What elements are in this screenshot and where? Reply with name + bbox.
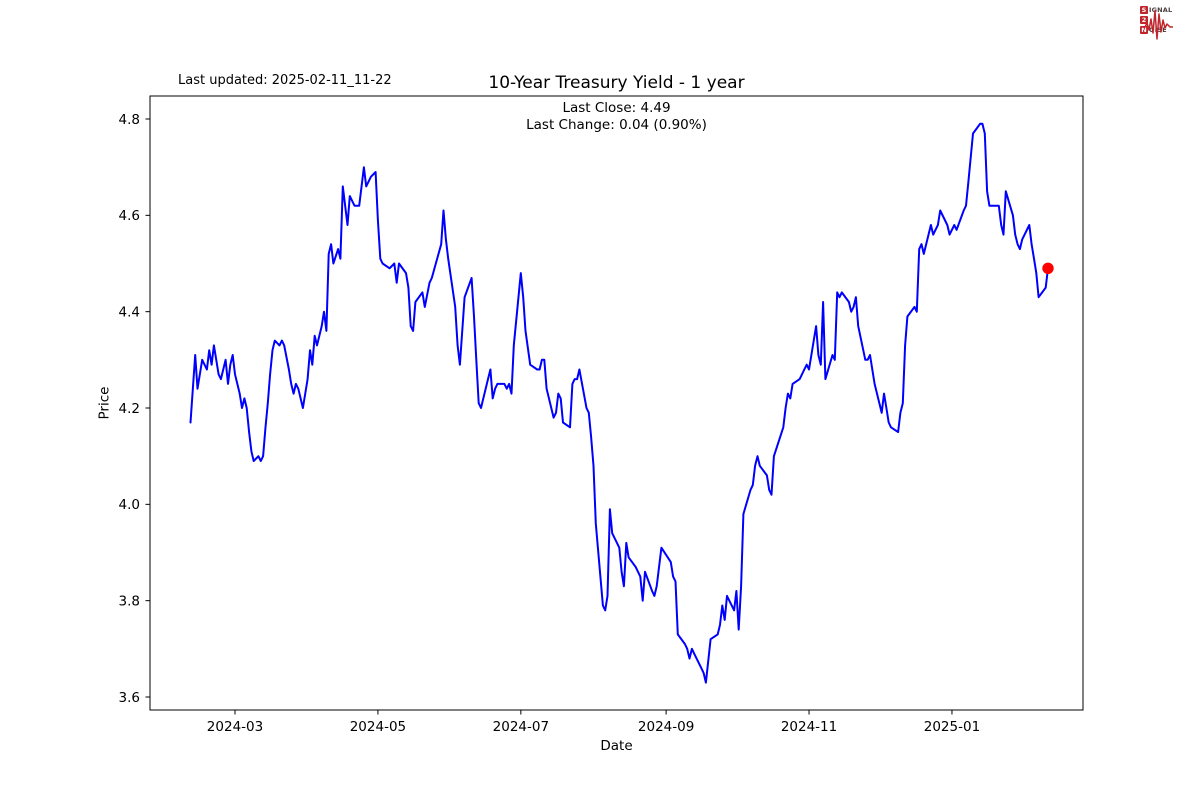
y-axis-title: Price (96, 386, 113, 420)
last-change-text: Last Change: 0.04 (0.90%) (526, 117, 707, 134)
logo-n-badge: N (1140, 25, 1148, 34)
logo-line-2: 2 (1140, 15, 1172, 24)
y-tick-label: 4.6 (119, 208, 140, 224)
y-tick-label: 4.0 (119, 497, 140, 513)
logo-2-badge: 2 (1140, 15, 1148, 24)
x-tick-label: 2024-05 (350, 719, 406, 735)
x-tick-label: 2024-03 (207, 719, 263, 735)
x-tick-label: 2024-11 (781, 719, 837, 735)
chart-subtitle: Last Close: 4.49 Last Change: 0.04 (0.90… (150, 100, 1083, 135)
y-tick-label: 4.4 (119, 304, 140, 320)
x-tick-label: 2024-09 (638, 719, 694, 735)
last-close-text: Last Close: 4.49 (562, 100, 671, 116)
x-tick-label: 2024-07 (493, 719, 549, 735)
y-tick-label: 4.2 (119, 401, 140, 417)
chart-title: 10-Year Treasury Yield - 1 year (488, 73, 745, 93)
y-tick-label: 4.8 (119, 112, 140, 128)
logo-line-signal: S IGNAL (1140, 5, 1173, 14)
signal2noise-logo: S IGNAL 2 N OISE (1140, 5, 1173, 40)
price-line (189, 122, 1049, 684)
last-close-marker (1042, 262, 1054, 274)
plot-border (149, 95, 1084, 711)
y-tick-label: 3.8 (119, 593, 140, 609)
y-tick-label: 3.6 (119, 690, 140, 706)
x-axis-title: Date (600, 738, 633, 754)
last-updated-label: Last updated: 2025-02-11_11-22 (178, 73, 392, 88)
x-tick-label: 2025-01 (924, 719, 980, 735)
logo-s-badge: S (1140, 5, 1148, 14)
waveform-icon (1141, 10, 1173, 40)
